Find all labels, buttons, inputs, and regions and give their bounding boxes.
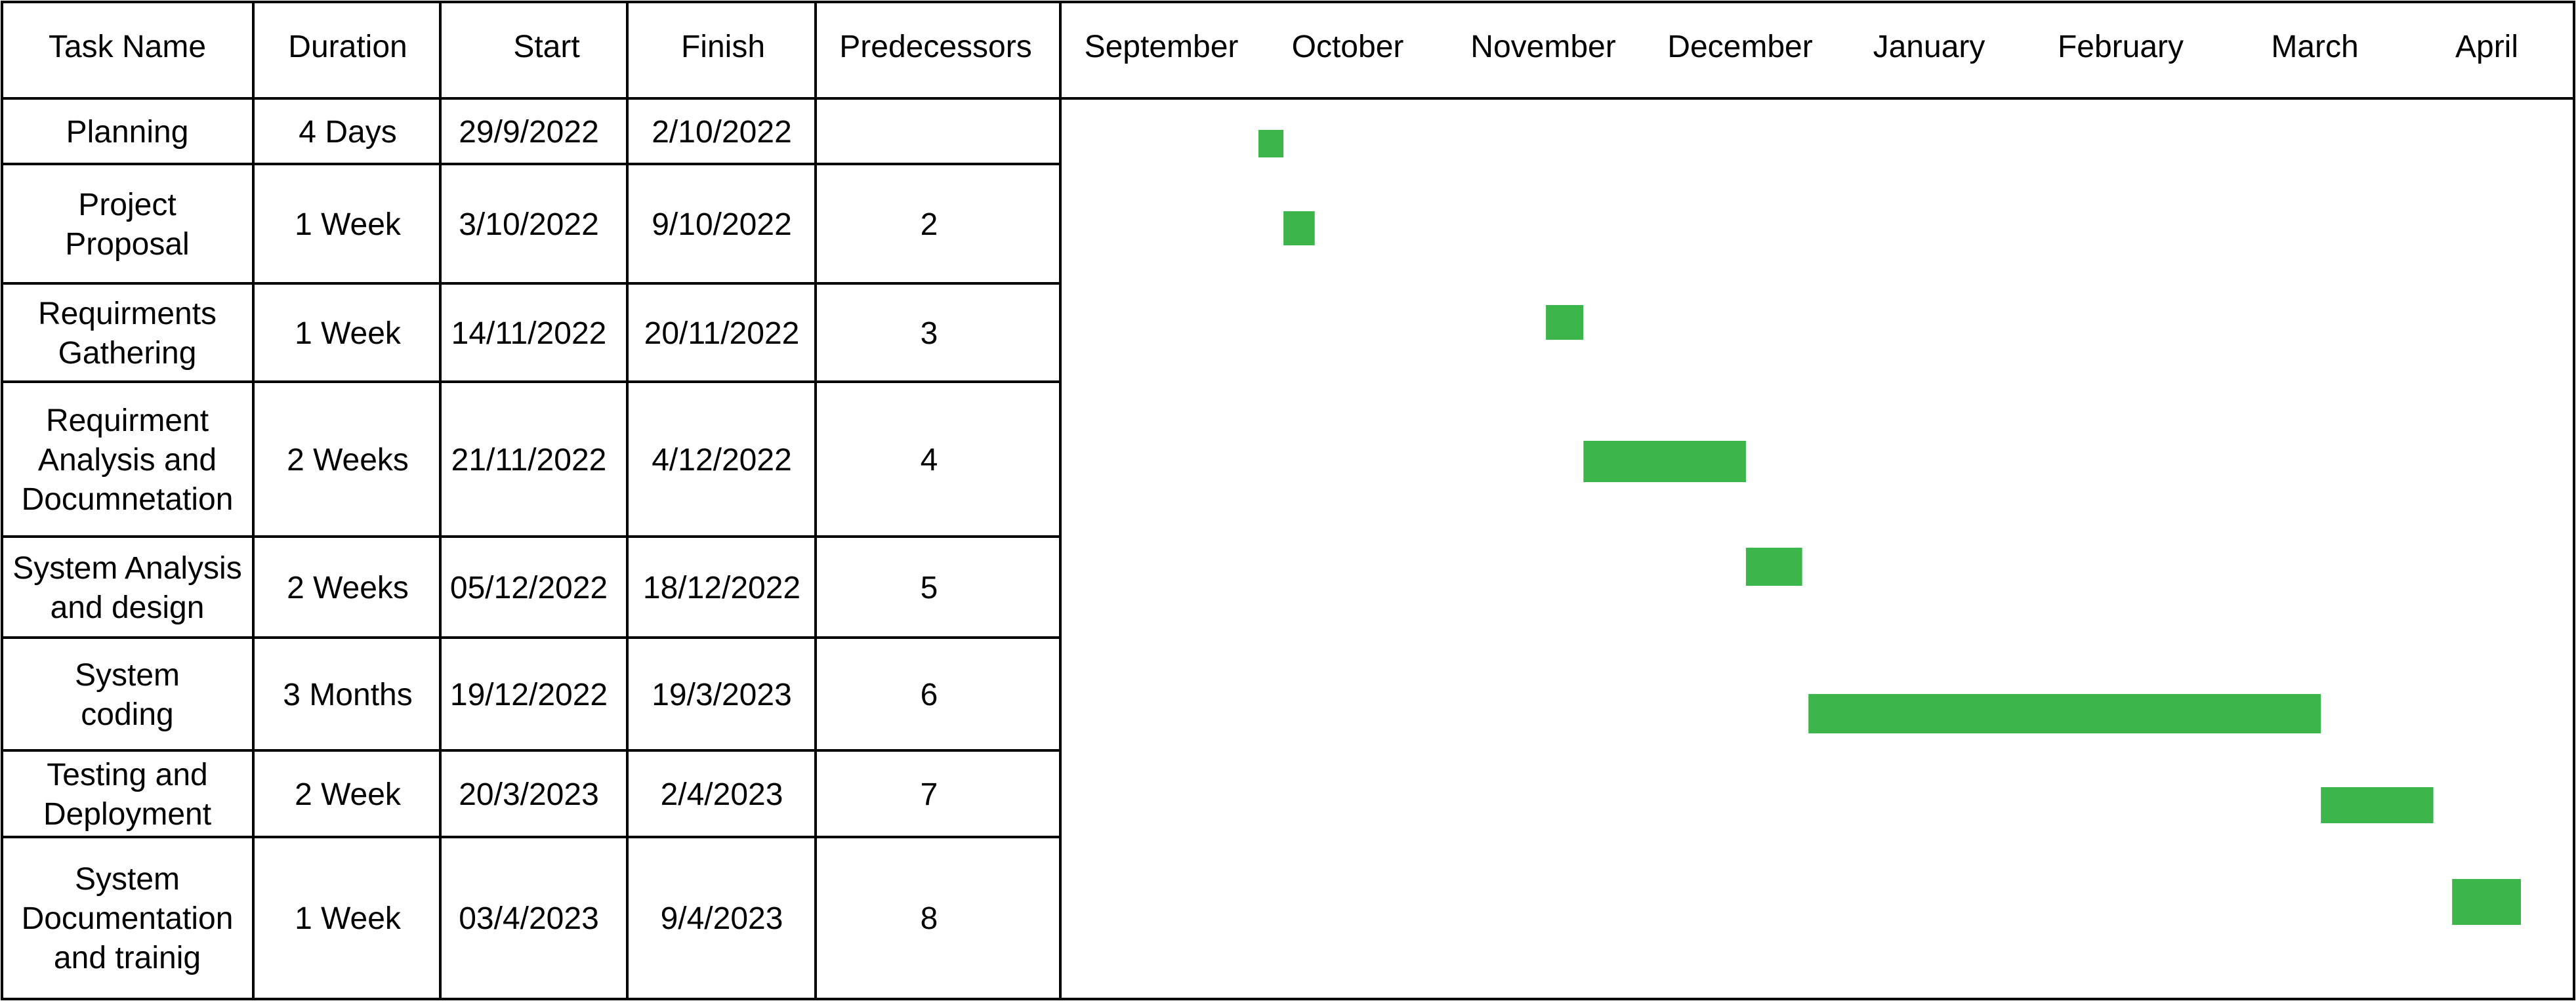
header-duration: Duration [288, 30, 407, 64]
task-start: 03/4/2023 [459, 901, 599, 936]
task-name: Testing and [47, 758, 208, 792]
task-name: and trainig [54, 941, 201, 975]
task-start: 21/11/2022 [451, 443, 607, 478]
task-finish: 4/12/2022 [652, 443, 792, 478]
task-name: Requirments [38, 296, 217, 331]
table-row: System coding 3 Months 19/12/2022 19/3/2023 6 [75, 658, 938, 732]
gantt-bar [2321, 787, 2434, 823]
month-label-december: December [1667, 30, 1812, 64]
task-name: System [75, 862, 180, 897]
gantt-bar [1808, 694, 2321, 733]
task-name: and design [51, 590, 205, 625]
table-row: System Analysis and design 2 Weeks 05/12/20… [12, 551, 938, 625]
month-label-march: March [2271, 30, 2358, 64]
task-name: Requirment [46, 403, 209, 438]
task-duration: 4 Days [299, 115, 396, 150]
task-finish: 2/10/2022 [652, 115, 792, 150]
task-predecessors: 6 [921, 678, 938, 712]
table-row: Testing and Deployment 2 Week 20/3/2023 2/4/… [43, 758, 938, 832]
task-finish: 18/12/2022 [643, 571, 800, 605]
header-predecessors: Predecessors [839, 30, 1031, 64]
task-finish: 20/11/2022 [644, 316, 800, 351]
task-predecessors: 4 [921, 443, 938, 478]
table-row: Planning 4 Days 29/9/2022 2/10/2022 [66, 115, 792, 150]
task-duration: 3 Months [283, 678, 412, 712]
header-task-name: Task Name [49, 30, 206, 64]
month-label-november: November [1470, 30, 1615, 64]
month-label-february: February [2058, 30, 2184, 64]
header-finish: Finish [681, 30, 765, 64]
gantt-bar [1258, 130, 1284, 157]
task-predecessors: 8 [921, 901, 938, 936]
gantt-bar [1745, 548, 1802, 586]
task-name: Documentation [22, 901, 234, 936]
task-start: 05/12/2022 [450, 571, 608, 605]
task-name: Analysis and [38, 443, 217, 478]
task-finish: 9/10/2022 [652, 207, 792, 242]
task-predecessors: 7 [921, 777, 938, 812]
table-row: Requirments Gathering 1 Week 14/11/2022 20/1… [38, 296, 938, 371]
task-name: Documnetation [22, 482, 234, 517]
task-start: 3/10/2022 [459, 207, 599, 242]
table-row: Project Proposal 1 Week 3/10/2022 9/10/2022 2 [65, 188, 938, 262]
task-start: 19/12/2022 [450, 678, 608, 712]
task-duration: 2 Weeks [287, 443, 409, 478]
gantt-bars [1258, 130, 2521, 925]
table-row: System Documentation and trainig 1 Week 03/4… [22, 862, 938, 975]
gantt-bar [1283, 211, 1315, 245]
gantt-bar [2452, 879, 2521, 925]
gantt-bar [1546, 305, 1584, 340]
gantt-bar [1583, 441, 1746, 482]
task-duration: 1 Week [295, 207, 402, 242]
task-predecessors: 3 [921, 316, 938, 351]
task-predecessors: 5 [921, 571, 938, 605]
task-name: System Analysis [12, 551, 241, 586]
task-name: Project [78, 188, 176, 222]
task-name: Deployment [43, 797, 211, 832]
month-label-october: October [1292, 30, 1404, 64]
month-label-april: April [2455, 30, 2518, 64]
timeline-month-labels: September October November December January F… [1085, 30, 2518, 64]
task-duration: 1 Week [295, 901, 402, 936]
month-label-january: January [1873, 30, 1985, 64]
task-name: Planning [66, 115, 189, 150]
column-headers: Task Name Duration Start Finish Predeces… [49, 30, 1032, 64]
task-name: Proposal [65, 227, 189, 262]
task-duration: 2 Weeks [287, 571, 409, 605]
header-start: Start [513, 30, 579, 64]
task-finish: 19/3/2023 [652, 678, 792, 712]
task-start: 14/11/2022 [451, 316, 607, 351]
task-finish: 2/4/2023 [661, 777, 783, 812]
task-start: 20/3/2023 [459, 777, 599, 812]
task-name: Gathering [58, 336, 197, 371]
task-name: coding [81, 697, 173, 732]
task-rows: Planning 4 Days 29/9/2022 2/10/2022ProjectP… [12, 115, 938, 975]
task-predecessors: 2 [921, 207, 938, 242]
task-start: 29/9/2022 [459, 115, 599, 150]
task-finish: 9/4/2023 [661, 901, 783, 936]
table-row: Requirment Analysis and Documnetation 2 Wee… [22, 403, 938, 517]
task-duration: 1 Week [295, 316, 402, 351]
task-duration: 2 Week [295, 777, 402, 812]
month-label-september: September [1085, 30, 1239, 64]
task-name: System [75, 658, 180, 693]
